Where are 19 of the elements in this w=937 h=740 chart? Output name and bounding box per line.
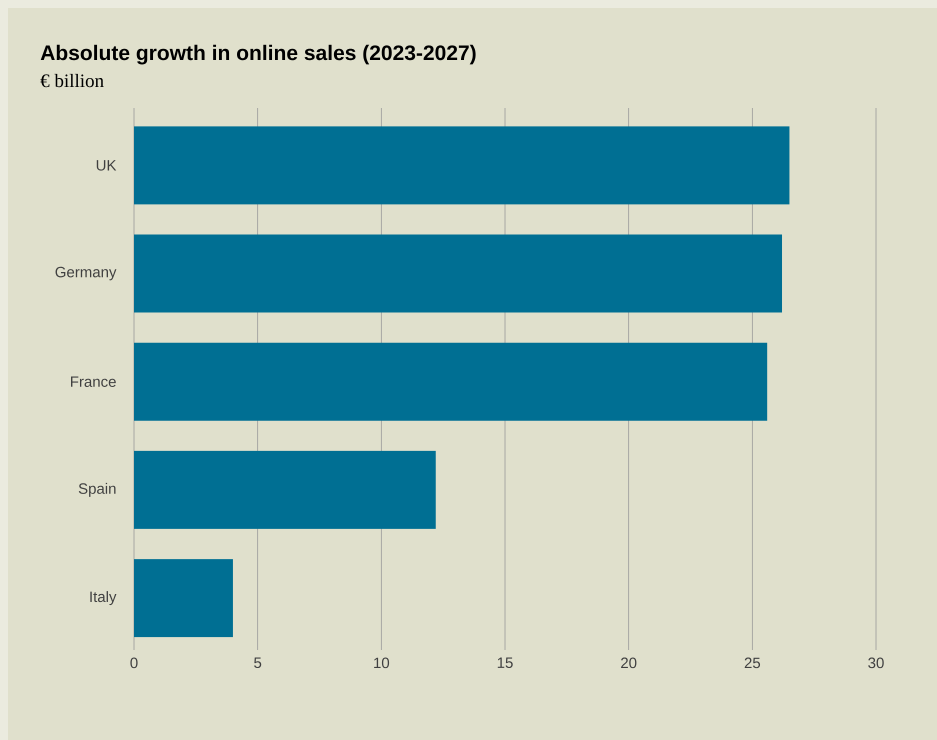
y-tick-label: UK: [96, 160, 116, 171]
bar: [134, 559, 233, 638]
y-tick-label: France: [71, 376, 116, 387]
bar: [134, 126, 790, 204]
y-tick-label: Spain: [78, 482, 116, 497]
x-tick-label: 5: [254, 658, 262, 668]
bar: [134, 450, 436, 529]
bar: [134, 342, 768, 421]
x-tick-label: 25: [744, 658, 760, 668]
x-tick-label: 0: [130, 658, 138, 668]
x-tick-label: 20: [621, 658, 636, 668]
x-tick-label: 15: [498, 658, 513, 668]
bar: [134, 234, 782, 313]
chart-subtitle: € billion: [40, 74, 104, 88]
x-tick-label: 30: [868, 658, 884, 668]
chart-title: Absolute growth in online sales (2023-2027): [40, 44, 476, 64]
y-tick-label: Germany: [56, 266, 116, 280]
y-tick-label: Italy: [90, 591, 116, 606]
x-tick-label: 10: [374, 658, 390, 668]
